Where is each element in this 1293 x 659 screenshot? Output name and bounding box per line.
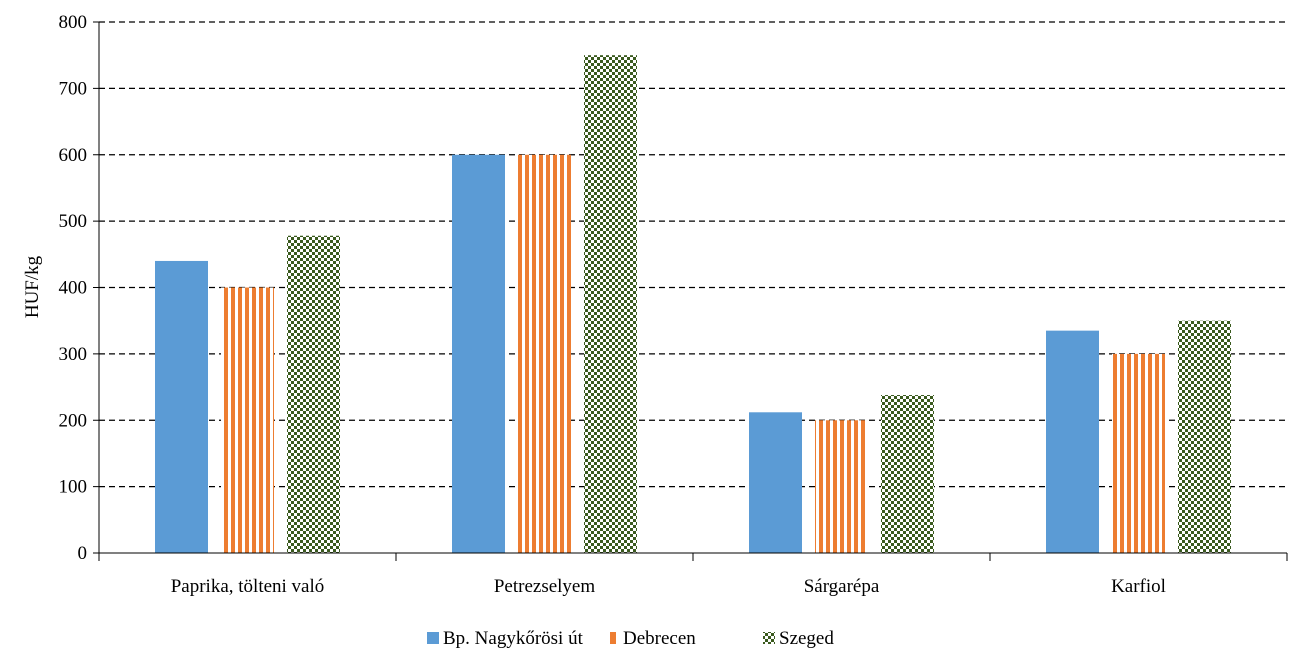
bar-2-4 [1112,353,1165,553]
category-label: Sárgarépa [804,576,880,597]
y-tick-label: 200 [59,410,88,431]
bar-3-3 [881,395,934,553]
legend-swatch [610,632,616,644]
bar-1-3 [749,412,802,553]
bar-2-2 [518,154,571,553]
bar-3-1 [287,235,340,554]
bar-1-4 [1046,330,1099,553]
bar-3-4 [1178,320,1231,553]
y-axis-label: HUF/kg [22,255,43,318]
category-label: Karfiol [1111,576,1166,597]
legend-label: Bp. Nagykőrösi út [443,628,584,649]
legend-label: Debrecen [623,628,696,649]
axes [93,21,1288,561]
legend-swatch [763,632,775,644]
gridlines [99,21,1287,488]
bar-3-2 [584,55,637,553]
y-tick-label: 500 [59,211,88,232]
y-tick-label: 100 [59,477,88,498]
category-label: Paprika, tölteni való [171,576,325,597]
legend-label: Szeged [779,628,834,649]
y-tick-label: 800 [59,12,88,33]
category-label: Petrezselyem [494,576,596,597]
y-tick-label: 600 [59,145,88,166]
category-labels: Paprika, tölteni való Petrezselyem Sárgaré… [171,576,1166,597]
bar-2-1 [221,287,274,553]
bar-1-1 [155,260,208,553]
legend: Bp. Nagykőrösi út Debrecen Szeged [427,628,834,649]
y-tick-label: 300 [59,344,88,365]
y-tick-label: 400 [59,278,88,299]
y-tick-label: 0 [78,543,88,564]
bars [155,55,1231,554]
y-tick-label: 700 [59,78,88,99]
bar-1-2 [452,154,505,553]
y-tick-labels: 0 100 200 300 400 500 600 700 800 [59,12,88,564]
legend-swatch [427,632,439,644]
bar-2-3 [815,420,868,553]
